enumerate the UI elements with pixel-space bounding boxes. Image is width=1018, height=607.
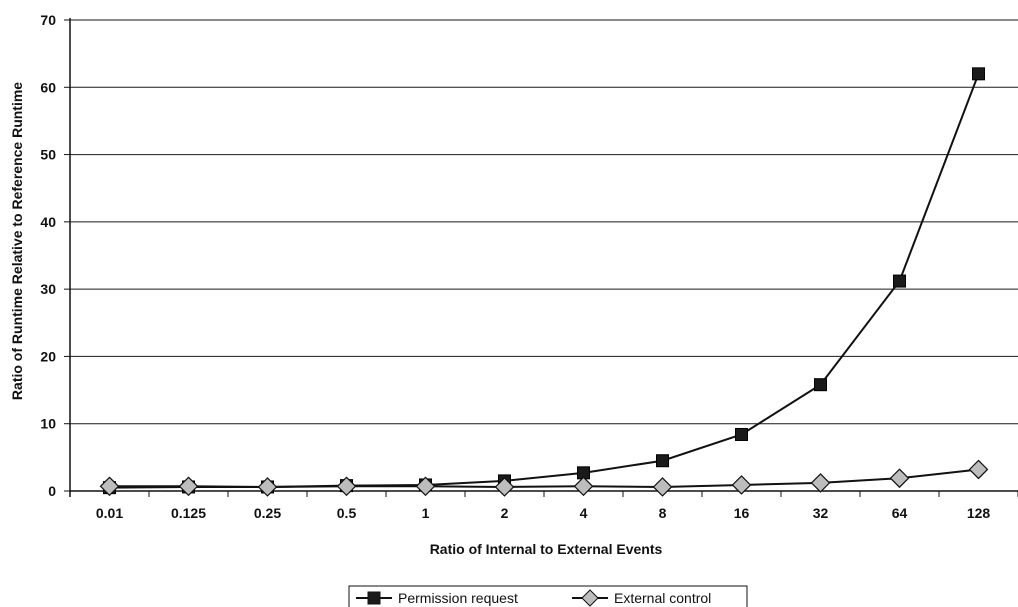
y-tick-label: 0: [48, 483, 56, 499]
data-point-diamond: [336, 476, 357, 497]
y-tick-label: 50: [40, 147, 56, 163]
y-tick-label: 30: [40, 281, 56, 297]
legend-label-permission-request: Permission request: [398, 590, 518, 606]
data-point-square: [893, 274, 906, 288]
y-tick-label: 70: [40, 12, 56, 28]
x-tick-label: 8: [659, 505, 667, 521]
data-point-diamond: [573, 476, 594, 497]
series-line: [109, 73, 980, 489]
x-tick-label: 2: [501, 505, 509, 521]
data-point-diamond: [99, 476, 120, 497]
data-point-diamond: [257, 477, 278, 497]
data-point-diamond: [889, 468, 910, 489]
x-tick-label: 128: [967, 505, 991, 521]
series-line: [109, 468, 979, 488]
y-tick-label: 40: [40, 214, 56, 230]
x-axis-title: Ratio of Internal to External Events: [430, 541, 663, 557]
data-point-diamond: [178, 476, 199, 497]
data-point-diamond: [731, 475, 752, 495]
y-tick-label: 60: [40, 79, 56, 95]
data-point-diamond: [968, 459, 989, 480]
x-tick-label: 64: [892, 505, 908, 521]
legend-label-external-control: External control: [614, 590, 711, 606]
x-tick-label: 0.01: [96, 505, 123, 521]
legend-box: [348, 585, 748, 607]
gridlines: [70, 19, 1018, 492]
y-tick-labels: 0 10 20 30 40 50 60 70: [40, 12, 56, 499]
legend-marker-square-icon: [367, 591, 381, 605]
x-tick-label: 4: [580, 505, 588, 521]
x-tick-label: 0.5: [337, 505, 357, 521]
y-tick-label: 10: [40, 416, 56, 432]
series-external-control: [99, 459, 989, 497]
data-point-square: [656, 454, 669, 468]
axes: [64, 18, 1018, 497]
legend: Permission request External control: [348, 585, 748, 607]
x-tick-label: 1: [422, 505, 430, 521]
legend-marker-diamond-icon: [581, 589, 599, 607]
data-point-square: [735, 427, 748, 441]
series-permission-request: [103, 67, 985, 495]
x-tick-label: 0.25: [254, 505, 281, 521]
x-tick-label: 16: [734, 505, 750, 521]
x-tick-label: 32: [813, 505, 829, 521]
data-point-diamond: [652, 477, 673, 497]
y-axis-title: Ratio of Runtime Relative to Reference R…: [9, 82, 25, 400]
data-point-diamond: [810, 473, 831, 493]
x-tick-labels: 0.01 0.125 0.25 0.5 1 2 4 8 16 32 64 128: [96, 505, 991, 521]
data-point-diamond: [415, 476, 436, 497]
y-tick-label: 20: [40, 348, 56, 364]
x-tick-label: 0.125: [171, 505, 206, 521]
data-point-diamond: [494, 477, 515, 497]
data-point-square: [972, 67, 985, 81]
series-lines: [99, 67, 989, 497]
data-point-square: [814, 378, 827, 392]
